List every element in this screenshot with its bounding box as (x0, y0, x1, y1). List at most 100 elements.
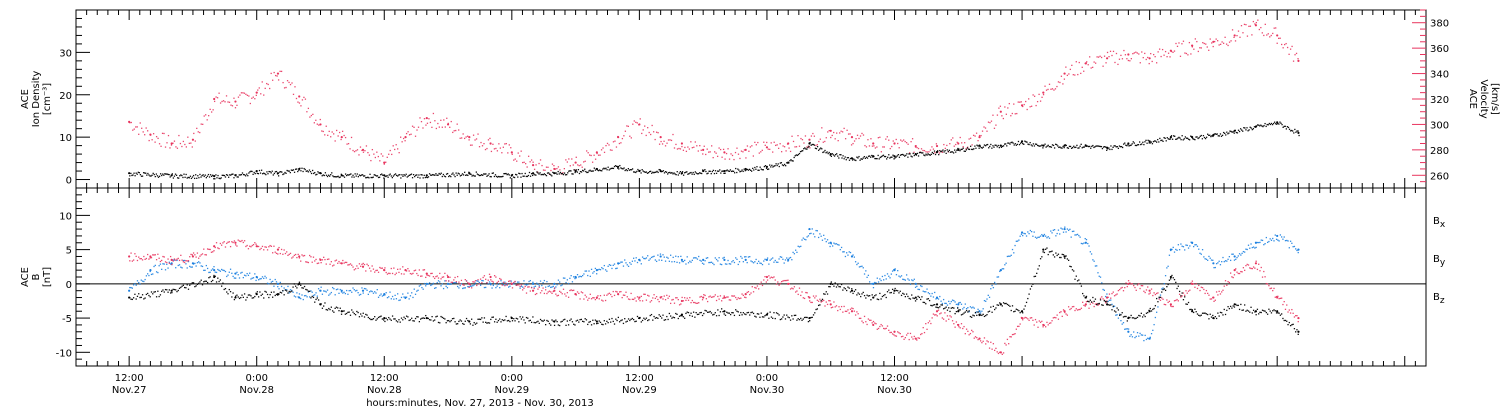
bx-series-point (967, 311, 969, 313)
by-series-point (408, 298, 410, 300)
velocity-series-point (789, 150, 792, 153)
by-series-point (895, 274, 898, 276)
density-series-point (364, 175, 366, 177)
bz-series-point (464, 279, 466, 281)
velocity-series-point (946, 144, 948, 147)
density-series-point (1052, 144, 1055, 147)
velocity-series-point (880, 151, 882, 153)
by-series-point (432, 282, 435, 285)
bx-series-point (203, 281, 205, 283)
bx-series-point (1016, 309, 1019, 311)
bx-series-point (602, 323, 604, 326)
bx-series-anchor-point (850, 289, 854, 292)
density-series-point (269, 171, 271, 173)
density-series-point (929, 154, 931, 156)
velocity-series-point (410, 133, 412, 135)
velocity-series-point (870, 138, 872, 140)
bz-series-point (610, 293, 612, 296)
density-series-point (904, 155, 906, 157)
density-series-point (1265, 125, 1267, 128)
velocity-series-point (584, 160, 586, 162)
velocity-series-point (1060, 75, 1063, 77)
by-series-anchor-point (361, 289, 365, 292)
by-series-point (626, 264, 628, 266)
velocity-series-point (1158, 48, 1161, 50)
velocity-series-point (660, 140, 662, 143)
velocity-series-point (230, 104, 232, 106)
density-series-point (898, 156, 901, 158)
by-series-point (755, 258, 757, 261)
bz-series-point (189, 256, 191, 258)
bx-series-point (944, 307, 946, 309)
bz-series-point (1138, 283, 1140, 285)
density-series-point (253, 171, 255, 174)
density-series-point (209, 174, 212, 176)
bz-series-point (1173, 300, 1176, 302)
velocity-series-point (770, 142, 772, 144)
by-series-point (1176, 249, 1178, 251)
bx-series-anchor-point (595, 320, 598, 323)
by-series-point (1099, 276, 1102, 278)
bz-series-anchor-point (170, 258, 173, 261)
velocity-series-anchor-point (340, 136, 343, 139)
density-series-point (333, 176, 335, 178)
bz-series-point (718, 298, 720, 300)
velocity-series-point (1054, 88, 1057, 90)
bz-series-point (758, 288, 760, 290)
density-series-point (492, 172, 494, 174)
by-series-point (1213, 267, 1215, 269)
velocity-series-point (300, 105, 302, 107)
bz-series-point (1120, 287, 1122, 289)
velocity-series-point (388, 153, 390, 155)
by-series-point (483, 286, 486, 289)
velocity-series-point (138, 133, 140, 135)
bz-series-point (1071, 306, 1074, 308)
bx-series-point (169, 292, 172, 294)
density-series-point (1011, 141, 1013, 143)
density-series-point (389, 173, 391, 175)
by-series-point (752, 262, 755, 264)
bx-series-point (1019, 312, 1021, 314)
density-series-point (148, 174, 150, 176)
by-series-point (1094, 265, 1097, 267)
by-series-point (437, 280, 440, 282)
by-series-point (522, 286, 524, 288)
velocity-series-point (1047, 88, 1049, 91)
bx-series-point (222, 282, 224, 284)
by-series-point (594, 267, 597, 270)
velocity-series-point (1057, 81, 1060, 83)
velocity-series-point (367, 151, 369, 154)
density-series-point (838, 157, 840, 159)
bz-series-point (441, 276, 443, 278)
bz-series-point (1156, 292, 1158, 295)
bx-series-point (749, 314, 751, 316)
bx-series-point (751, 311, 753, 313)
by-series-point (1258, 241, 1260, 244)
density-series-point (1127, 143, 1129, 146)
density-series-point (304, 168, 306, 171)
bz-series-point (1166, 299, 1168, 301)
density-series-point (879, 156, 881, 159)
bx-series-point (729, 313, 732, 316)
velocity-series-point (725, 152, 728, 155)
by-series-point (728, 263, 730, 265)
by-series-anchor-point (787, 258, 790, 261)
bx-series-point (256, 291, 259, 293)
bz-series-point (462, 283, 464, 286)
velocity-series-point (648, 131, 650, 134)
bz-series-point (297, 253, 299, 256)
bx-series-point (1283, 319, 1285, 322)
by-series-point (393, 298, 395, 300)
velocity-series-point (411, 125, 414, 127)
by-series-point (348, 290, 350, 292)
bx-series-point (954, 312, 956, 315)
bz-series-point (231, 241, 233, 243)
by-series-point (867, 274, 870, 277)
bx-series-point (145, 293, 148, 296)
density-series-point (226, 174, 229, 176)
bx-series-point (752, 312, 755, 315)
by-series-point (1221, 261, 1223, 263)
density-series-point (1079, 145, 1081, 147)
by-series-point (578, 276, 580, 278)
density-series-point (946, 149, 948, 151)
